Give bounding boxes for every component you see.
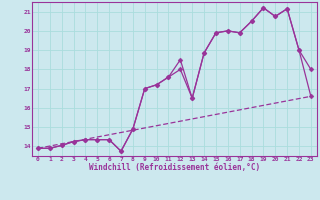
X-axis label: Windchill (Refroidissement éolien,°C): Windchill (Refroidissement éolien,°C): [89, 163, 260, 172]
